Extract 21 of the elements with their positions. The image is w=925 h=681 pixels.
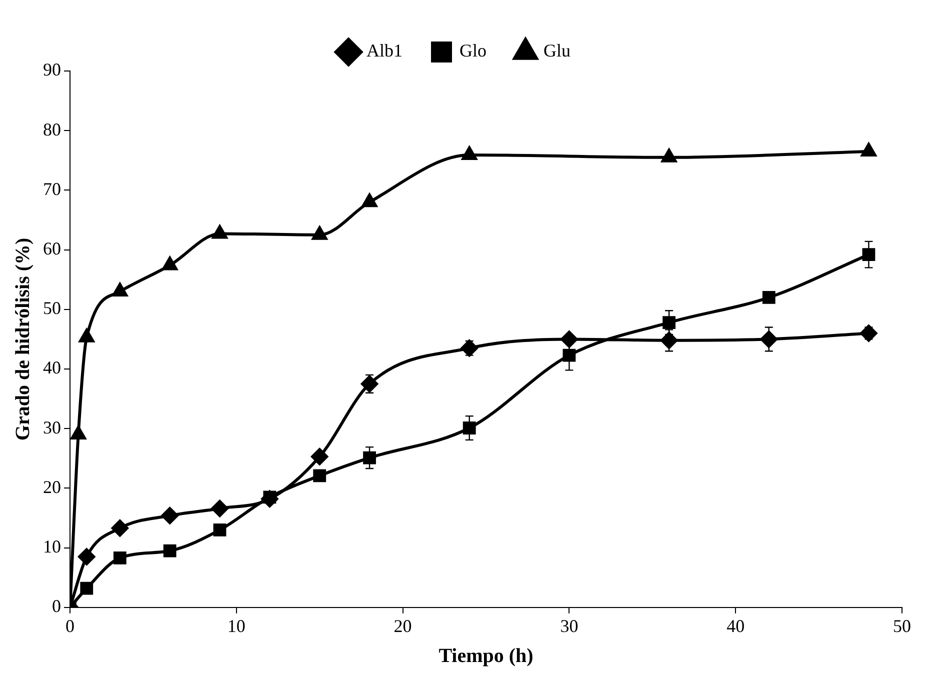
x-tick-label: 50 bbox=[893, 616, 911, 636]
y-tick-label: 20 bbox=[43, 476, 61, 497]
x-tick-label: 0 bbox=[66, 616, 74, 636]
legend-label: Glu bbox=[544, 40, 570, 61]
y-tick-label: 60 bbox=[43, 238, 61, 259]
x-tick-label: 40 bbox=[726, 616, 745, 636]
legend-label: Alb1 bbox=[366, 40, 402, 61]
x-tick-label: 10 bbox=[227, 616, 246, 636]
y-tick-label: 70 bbox=[43, 178, 61, 199]
y-tick-label: 30 bbox=[43, 417, 61, 438]
y-tick-label: 90 bbox=[43, 60, 61, 80]
x-tick-label: 20 bbox=[394, 616, 412, 636]
y-tick-label: 80 bbox=[43, 119, 61, 140]
x-axis-title: Tiempo (h) bbox=[438, 645, 534, 668]
y-tick-label: 10 bbox=[43, 536, 61, 557]
y-tick-label: 0 bbox=[52, 596, 61, 616]
x-tick-label: 30 bbox=[560, 616, 578, 636]
y-tick-label: 40 bbox=[43, 358, 61, 378]
y-axis-title: Grado de hidrólisis (%) bbox=[12, 238, 34, 441]
y-tick-label: 50 bbox=[43, 298, 61, 318]
legend-label: Glo bbox=[460, 40, 486, 61]
